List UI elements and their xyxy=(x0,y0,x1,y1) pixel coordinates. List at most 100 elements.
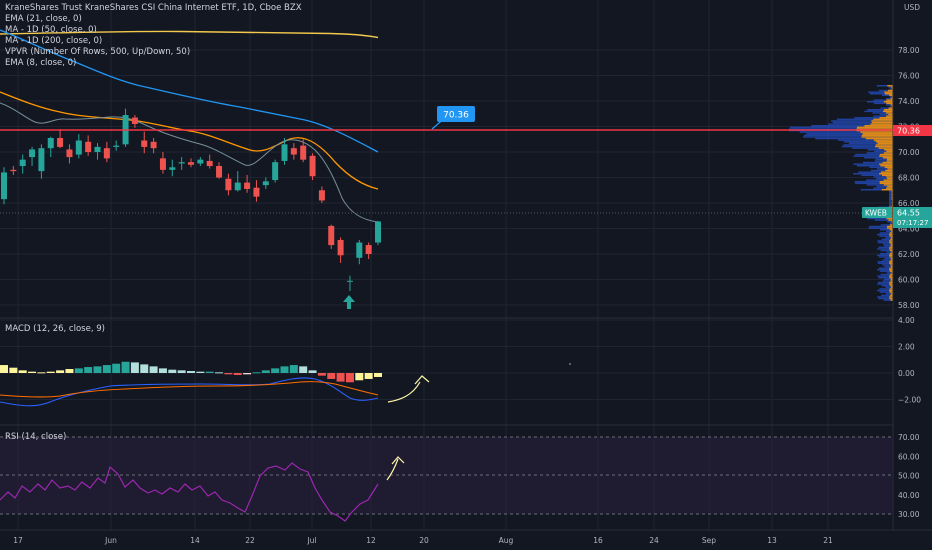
candle[interactable] xyxy=(57,129,64,149)
candle[interactable] xyxy=(253,180,260,202)
candle[interactable] xyxy=(19,154,26,174)
chart-legend[interactable]: KraneShares Trust KraneShares CSI China … xyxy=(5,3,302,69)
macd-axis[interactable]: 4.00 2.00 0.00 −2.00 xyxy=(898,316,921,405)
candle[interactable] xyxy=(365,242,372,260)
candle[interactable] xyxy=(188,158,194,168)
candle[interactable] xyxy=(318,186,325,203)
rsi-line[interactable] xyxy=(0,462,379,522)
candle[interactable] xyxy=(75,134,82,159)
candle[interactable] xyxy=(113,140,120,151)
candle[interactable] xyxy=(225,173,232,196)
candle[interactable] xyxy=(281,137,288,165)
rsi-label[interactable]: RSI (14, close) xyxy=(5,432,67,442)
rsi-annotation-arrow[interactable] xyxy=(386,456,405,481)
macd-bar xyxy=(9,367,18,373)
time-tick-label: 16 xyxy=(593,536,603,545)
macd-bar xyxy=(65,369,74,373)
macd-bar xyxy=(345,373,354,383)
candle[interactable] xyxy=(103,141,110,163)
macd-line[interactable] xyxy=(0,377,379,407)
candle[interactable] xyxy=(47,136,54,158)
ma200-line[interactable] xyxy=(0,30,379,39)
indicator-ema8[interactable]: EMA (8, close, 0) xyxy=(5,58,77,68)
macd-signal-line[interactable] xyxy=(0,381,379,398)
candle[interactable] xyxy=(290,143,297,160)
macd-bar xyxy=(56,370,65,373)
chart-title[interactable]: KraneShares Trust KraneShares CSI China … xyxy=(5,3,302,13)
macd-bar xyxy=(280,366,289,373)
candle[interactable] xyxy=(1,167,7,205)
candle[interactable] xyxy=(38,144,45,179)
macd-bar xyxy=(233,373,242,375)
price-tick-label: 68.00 xyxy=(898,174,920,183)
candle[interactable] xyxy=(262,177,269,189)
candle[interactable] xyxy=(234,171,241,192)
candle[interactable] xyxy=(66,144,73,164)
rsi-axis[interactable]: 70.00 60.00 50.00 40.00 30.00 xyxy=(898,433,920,519)
macd-bar xyxy=(102,365,111,373)
candle[interactable] xyxy=(197,157,204,167)
indicator-ma50[interactable]: MA - 1D (50, close, 0) xyxy=(5,25,97,35)
candle[interactable] xyxy=(141,131,148,154)
candle[interactable] xyxy=(178,157,185,170)
candle[interactable] xyxy=(356,239,363,265)
ema21-line[interactable] xyxy=(0,91,379,190)
candle[interactable] xyxy=(94,143,101,160)
macd-tick-label: −2.00 xyxy=(898,396,921,405)
volume-profile xyxy=(789,85,893,301)
candle[interactable] xyxy=(10,166,17,175)
macd-bar xyxy=(289,365,298,373)
candle[interactable] xyxy=(159,152,166,174)
macd-bar xyxy=(336,373,345,382)
macd-tick-label: 0.00 xyxy=(898,369,915,378)
candle[interactable] xyxy=(169,159,176,177)
ema8-line[interactable] xyxy=(0,102,379,223)
last-price-tag[interactable]: 64.55 07:17:27 xyxy=(893,207,932,228)
rsi-tick-label: 30.00 xyxy=(898,510,920,519)
rsi-tick-label: 50.00 xyxy=(898,472,920,481)
candle[interactable] xyxy=(346,275,353,291)
candle[interactable] xyxy=(85,135,92,156)
candle[interactable] xyxy=(309,153,316,181)
time-tick-label: Jun xyxy=(104,536,117,545)
macd-bar xyxy=(168,369,177,373)
rsi-tick-label: 70.00 xyxy=(898,433,920,442)
symbol-tag[interactable]: KWEB xyxy=(862,207,892,218)
macd-bar xyxy=(149,366,158,373)
price-callout[interactable]: 70.36 xyxy=(431,106,475,130)
price-tick-label: 70.00 xyxy=(898,148,920,157)
macd-bar xyxy=(205,371,214,373)
candle[interactable] xyxy=(300,139,307,163)
price-tick-label: 64.00 xyxy=(898,225,920,234)
indicator-ema21[interactable]: EMA (21, close, 0) xyxy=(5,14,82,24)
macd-annotation-arrow[interactable] xyxy=(387,375,430,403)
candle[interactable] xyxy=(29,146,36,167)
candle[interactable] xyxy=(272,159,279,183)
candles[interactable] xyxy=(1,108,381,291)
candle[interactable] xyxy=(206,154,213,169)
time-axis[interactable]: 17 Jun 14 22 Jul 12 20 Aug 16 24 Sep 13 21 xyxy=(13,536,833,545)
candle[interactable] xyxy=(131,115,138,128)
ma50-line[interactable] xyxy=(0,29,379,153)
candle[interactable] xyxy=(337,237,344,263)
candle[interactable] xyxy=(244,174,251,193)
macd-bar xyxy=(364,373,373,379)
indicator-ma200[interactable]: MA - 1D (200, close, 0) xyxy=(5,36,103,46)
macd-label[interactable]: MACD (12, 26, close, 9) xyxy=(5,324,105,334)
candle[interactable] xyxy=(375,220,381,246)
candle[interactable] xyxy=(328,224,335,249)
indicator-vpvr[interactable]: VPVR (Number Of Rows, 500, Up/Down, 50) xyxy=(5,47,191,57)
price-tick-label: 60.00 xyxy=(898,276,920,285)
macd-histogram[interactable] xyxy=(0,361,382,383)
arrow-up-icon[interactable] xyxy=(343,295,355,309)
macd-bar xyxy=(187,371,195,373)
candle[interactable] xyxy=(216,162,223,179)
candle[interactable] xyxy=(150,137,157,154)
level-price-value: 70.36 xyxy=(897,127,920,136)
macd-bar xyxy=(261,370,270,373)
macd-bar xyxy=(140,364,149,373)
macd-bar xyxy=(299,366,308,373)
macd-bar xyxy=(355,373,364,381)
level-price-tag[interactable]: 70.36 xyxy=(893,125,932,136)
